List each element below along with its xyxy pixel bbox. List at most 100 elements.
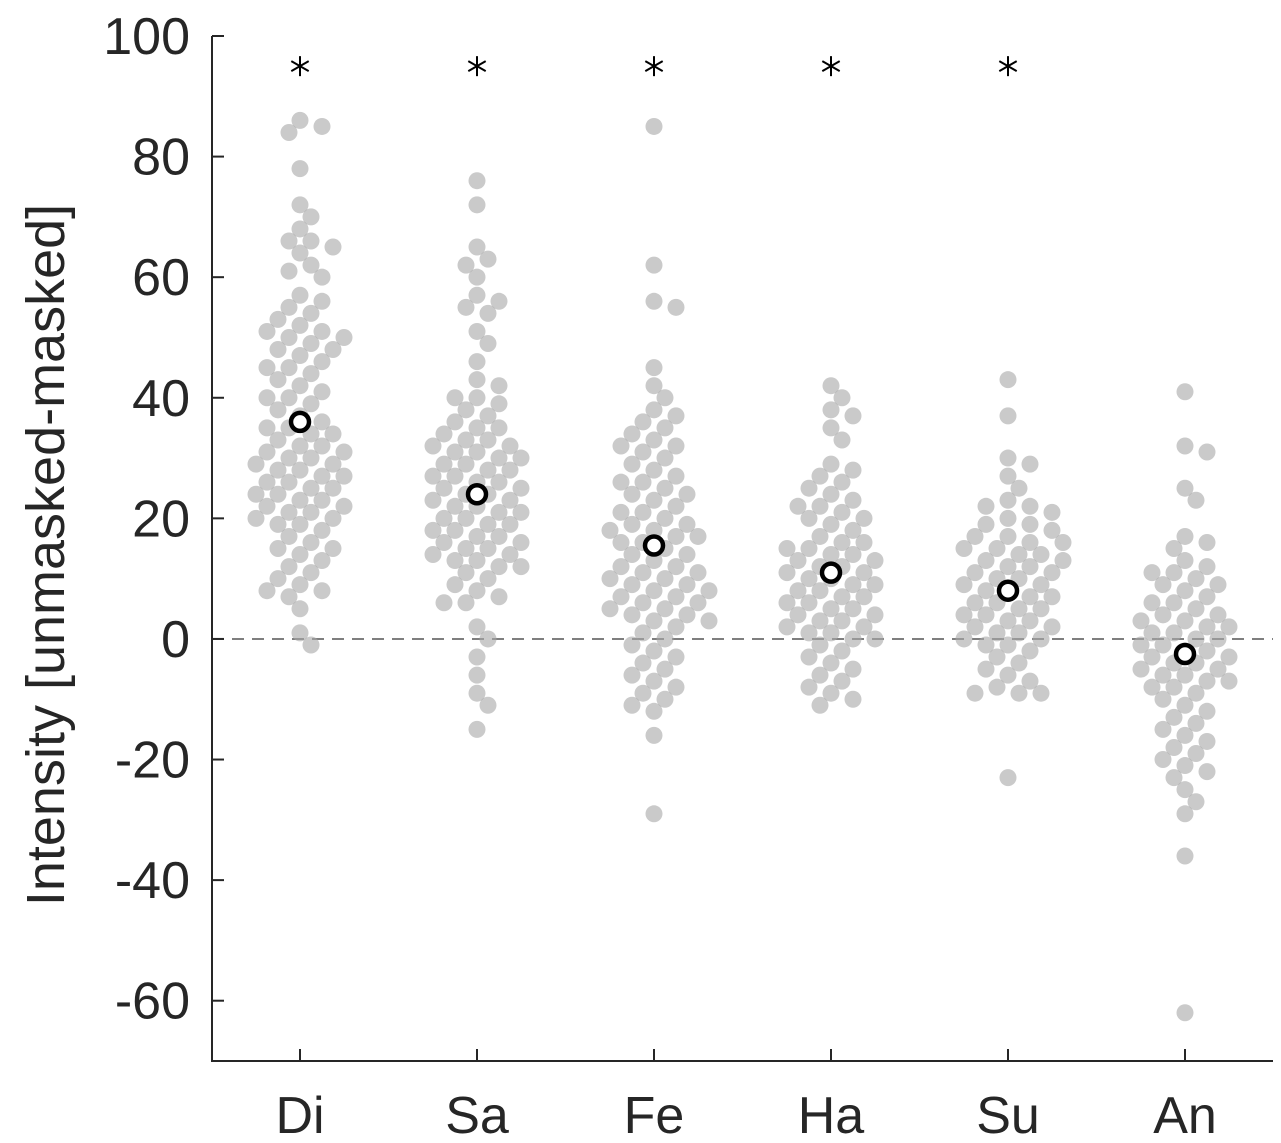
significance-markers	[290, 56, 1018, 77]
data-point-fe	[667, 558, 685, 576]
data-point-sa	[512, 503, 530, 521]
data-point-sa	[457, 540, 475, 557]
data-point-di	[280, 449, 298, 467]
data-point-di	[313, 467, 331, 485]
data-point-di	[269, 341, 287, 359]
data-point-an	[1198, 618, 1216, 636]
data-point-fe	[634, 684, 652, 702]
data-point-an	[1176, 696, 1194, 714]
data-point-an	[1176, 437, 1194, 455]
data-point-sa	[457, 401, 475, 419]
data-point-ha	[822, 546, 840, 564]
data-point-su	[1043, 618, 1061, 636]
data-point-sa	[457, 509, 475, 527]
data-point-di	[302, 533, 320, 551]
data-point-an	[1198, 533, 1216, 551]
y-ticks: -60 -40 -20 0 20 40 60 80 100	[103, 8, 224, 1031]
data-point-di	[335, 467, 353, 485]
data-point-an	[1143, 648, 1161, 666]
mean-marker-sa	[465, 482, 489, 506]
data-point-fe	[623, 576, 641, 594]
data-point-su	[977, 582, 995, 600]
y-axis-label: Intensity [unmasked-masked]	[16, 204, 76, 906]
data-point-di	[269, 401, 287, 419]
data-point-su	[999, 558, 1017, 576]
data-point-di	[280, 588, 298, 606]
data-point-di	[335, 328, 353, 346]
data-point-fe	[656, 570, 674, 588]
data-point-fe	[623, 515, 641, 533]
data-point-ha	[833, 431, 851, 449]
data-point-ha	[833, 672, 851, 690]
data-point-ha	[800, 479, 818, 497]
data-point-ha	[811, 467, 829, 485]
data-point-an	[1187, 714, 1205, 732]
mean-marker-su	[996, 579, 1020, 602]
data-point-di	[324, 341, 342, 359]
data-point-sa	[479, 570, 497, 588]
data-point-fe	[634, 624, 652, 642]
data-point-an	[1132, 636, 1150, 654]
data-point-an	[1143, 624, 1161, 642]
data-point-su	[977, 606, 995, 624]
y-tick-label: -60	[115, 973, 190, 1031]
data-point-an	[1187, 630, 1205, 648]
data-point-ha	[844, 576, 862, 594]
data-point-di	[258, 389, 276, 407]
data-point-di	[258, 322, 276, 340]
data-point-di	[324, 540, 342, 557]
data-point-di	[258, 359, 276, 377]
data-point-fe	[601, 521, 619, 539]
data-point-su	[988, 624, 1006, 642]
data-point-di	[280, 328, 298, 346]
data-point-fe	[667, 618, 685, 636]
data-point-sa	[468, 322, 486, 340]
data-point-di	[313, 292, 331, 310]
data-point-sa	[468, 582, 486, 600]
data-point-fe	[612, 533, 630, 551]
data-point-su	[1021, 533, 1039, 551]
data-point-su	[1032, 600, 1050, 618]
data-point-ha	[822, 485, 840, 503]
data-point-di	[324, 425, 342, 443]
data-point-sa	[468, 268, 486, 286]
mean-marker-an	[1173, 642, 1197, 666]
data-point-su	[1043, 588, 1061, 606]
y-tick-label: 80	[132, 129, 190, 187]
data-point-su	[966, 684, 984, 702]
significance-asterisk-fe	[644, 56, 664, 77]
data-point-su	[999, 612, 1017, 630]
data-point-an	[1176, 805, 1194, 823]
data-point-di	[302, 335, 320, 352]
data-point-su	[955, 630, 973, 648]
data-point-di	[291, 160, 309, 178]
data-point-su	[1043, 564, 1061, 582]
data-point-fe	[700, 582, 718, 600]
data-point-di	[302, 365, 320, 383]
data-point-an	[1165, 708, 1183, 726]
x-tick-label-di: Di	[275, 1087, 324, 1143]
data-point-sa	[512, 479, 530, 497]
data-point-sa	[512, 449, 530, 467]
data-point-sa	[479, 304, 497, 322]
y-tick-label: -20	[115, 732, 190, 790]
data-point-sa	[435, 533, 453, 551]
data-point-an	[1176, 666, 1194, 684]
data-point-an	[1176, 757, 1194, 775]
data-point-ha	[822, 684, 840, 702]
mean-markers	[288, 410, 1197, 666]
data-point-fe	[612, 588, 630, 606]
data-point-an	[1154, 576, 1172, 594]
data-point-sa	[446, 552, 464, 570]
data-point-fe	[623, 546, 641, 564]
data-point-ha	[811, 582, 829, 600]
data-point-di	[247, 455, 265, 473]
data-point-sa	[468, 371, 486, 389]
data-point-di	[258, 497, 276, 515]
data-point-fe	[656, 660, 674, 678]
data-point-an	[1198, 763, 1216, 781]
data-point-sa	[457, 298, 475, 316]
data-point-fe	[645, 491, 663, 509]
data-point-di	[324, 509, 342, 527]
